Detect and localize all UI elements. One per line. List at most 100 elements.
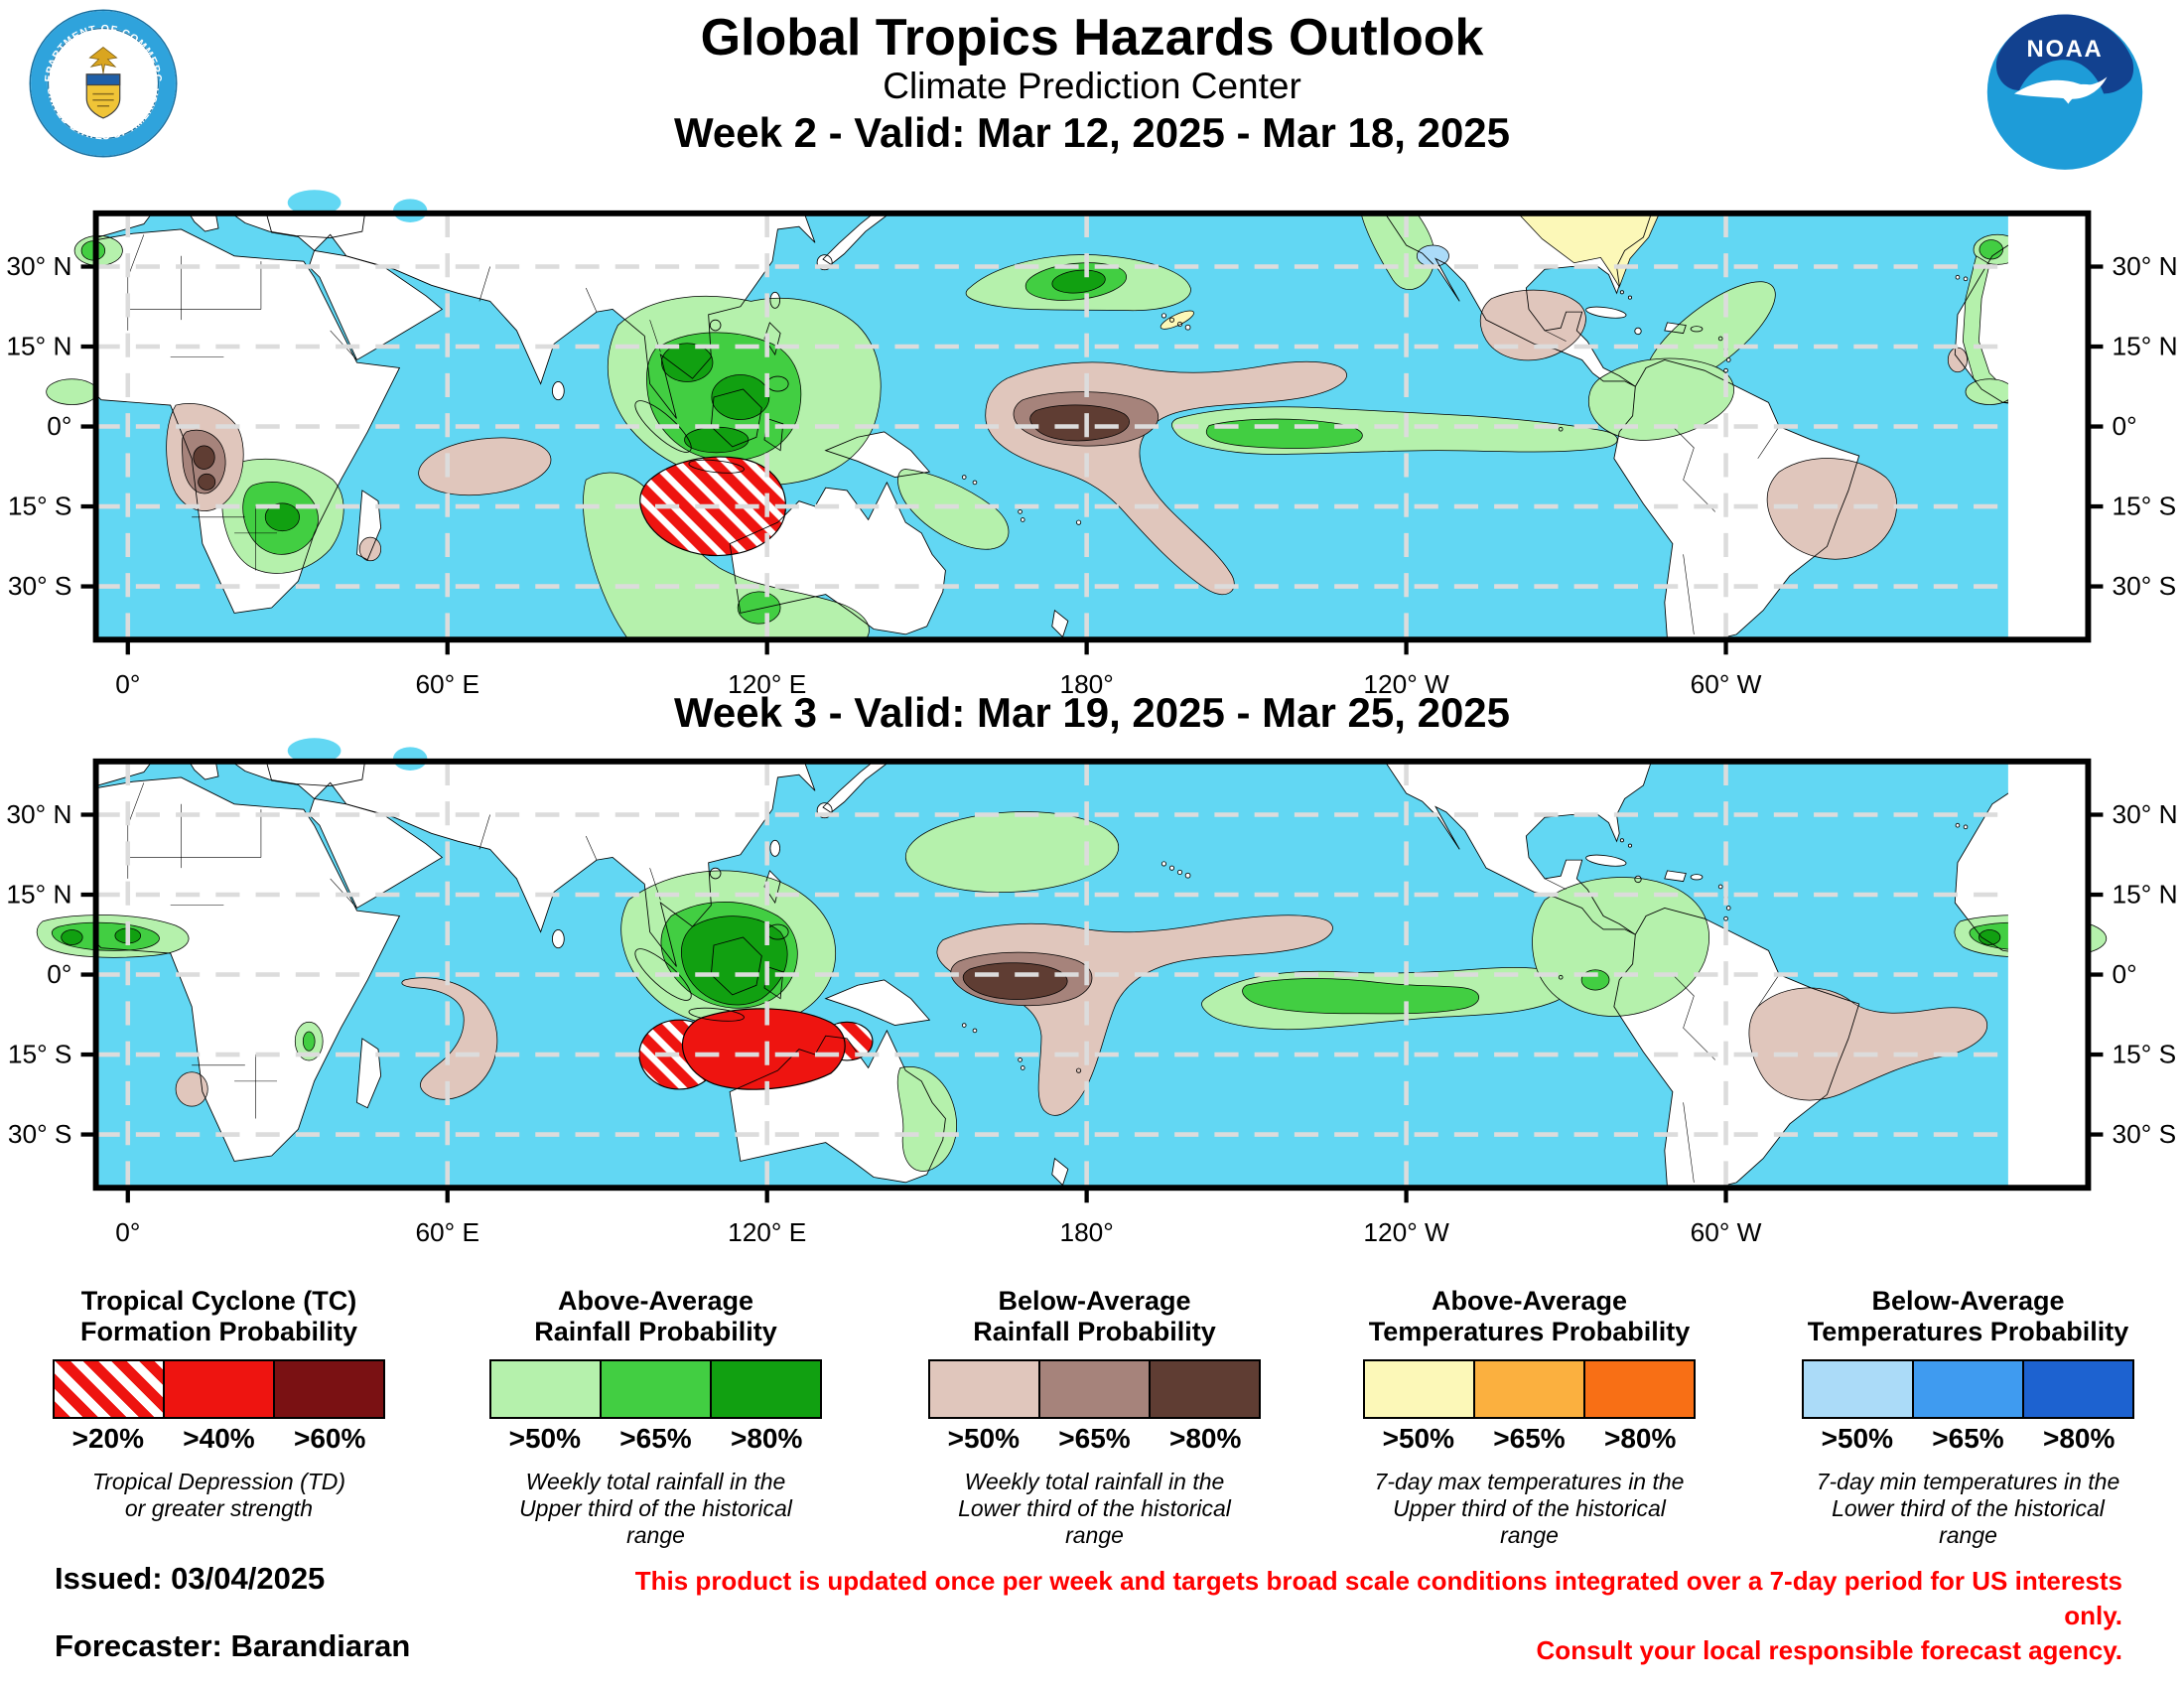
- svg-text:180°: 180°: [1059, 669, 1113, 699]
- legend-colorbar: [1363, 1359, 1696, 1419]
- legend-colorbar: [1802, 1359, 2134, 1419]
- week3-axis-labels: 30° N 15° N 0° 15° S 30° S 30° N 15° N 0…: [6, 799, 2177, 1247]
- legend-colorbar: [928, 1359, 1261, 1419]
- legend-swatch: [1365, 1361, 1475, 1417]
- legend-thresholds: >50% >65% >80%: [1382, 1423, 1677, 1454]
- forecaster-name: Forecaster: Barandiaran: [55, 1628, 411, 1663]
- svg-text:0°: 0°: [47, 959, 71, 989]
- disclaimer-text: This product is updated once per week an…: [633, 1564, 2122, 1668]
- legend-swatch-tc60: [275, 1361, 383, 1417]
- legend-colorbar: [489, 1359, 822, 1419]
- week2-axis-labels: 30° N 15° N 0° 15° S 30° S 30° N 15° N 0…: [6, 251, 2177, 699]
- legend-title-line: Below-Average: [998, 1286, 1191, 1316]
- svg-text:120° W: 120° W: [1363, 669, 1449, 699]
- legend-swatch: [1585, 1361, 1694, 1417]
- week2-heading: Week 2 - Valid: Mar 12, 2025 - Mar 18, 2…: [673, 109, 1511, 156]
- disclaimer-line: Consult your local responsible forecast …: [1536, 1635, 2122, 1665]
- svg-text:30° N: 30° N: [6, 251, 71, 281]
- legend-rain-above: Above-Average Rainfall Probability >50% >6…: [489, 1286, 822, 1549]
- legend-caption: Weekly total rainfall in the Upper third …: [519, 1469, 792, 1548]
- legend-colorbar: [53, 1359, 385, 1419]
- svg-text:0°: 0°: [115, 669, 140, 699]
- legend-rain-below: Below-Average Rainfall Probability >50% >6…: [928, 1286, 1261, 1549]
- svg-text:0°: 0°: [2113, 411, 2137, 441]
- noaa-logo: NOAA: [1986, 14, 2143, 170]
- svg-text:60° E: 60° E: [415, 669, 479, 699]
- page-subtitle: Climate Prediction Center: [883, 66, 1301, 106]
- legend-caption: Tropical Depression (TD) or greater stren…: [91, 1469, 346, 1521]
- legend-caption: Weekly total rainfall in the Lower third …: [958, 1469, 1231, 1548]
- legend-tc-formation: Tropical Cyclone (TC) Formation Probabili…: [53, 1286, 385, 1522]
- svg-text:15° S: 15° S: [2113, 1040, 2177, 1069]
- legend-swatch: [2024, 1361, 2132, 1417]
- legend-swatch: [602, 1361, 712, 1417]
- svg-text:15° S: 15° S: [8, 492, 72, 521]
- week3-data-edge: [2007, 761, 2089, 1189]
- svg-text:0°: 0°: [47, 411, 71, 441]
- week2-map: 30° N 15° N 0° 15° S 30° S 30° N 15° N 0…: [6, 190, 2178, 699]
- legend-title-line: Rainfall Probability: [534, 1317, 777, 1346]
- svg-text:30° S: 30° S: [8, 571, 72, 601]
- legend-caption: 7-day min temperatures in the Lower third…: [1816, 1469, 2120, 1548]
- legend-swatch: [1475, 1361, 1585, 1417]
- w2-rain-below-regions: [166, 289, 1968, 596]
- seal-shield-icon: [85, 73, 121, 119]
- svg-text:120° E: 120° E: [728, 669, 806, 699]
- week2-data-edge: [2007, 212, 2089, 640]
- svg-text:30° N: 30° N: [6, 799, 71, 829]
- week2-ticks: [80, 264, 2104, 655]
- commerce-seal-logo: DEPARTMENT OF COMMERCE UNITED STATES OF …: [28, 8, 178, 158]
- legend-thresholds: >50% >65% >80%: [947, 1423, 1242, 1454]
- legend-swatch: [712, 1361, 820, 1417]
- legend-swatch: [1804, 1361, 1914, 1417]
- svg-text:15° N: 15° N: [2113, 880, 2178, 910]
- week2-gridlines: [95, 212, 2008, 640]
- issued-date: Issued: 03/04/2025: [55, 1561, 326, 1596]
- svg-text:15° N: 15° N: [6, 880, 71, 910]
- svg-text:30° S: 30° S: [2113, 571, 2177, 601]
- legend-title-line: Temperatures Probability: [1807, 1317, 2129, 1346]
- legend-thresholds: >20% >40% >60%: [71, 1423, 366, 1454]
- footer-issued-block: Issued: 03/04/2025 Forecaster: Barandiar…: [55, 1561, 410, 1688]
- svg-text:60° E: 60° E: [415, 1217, 479, 1247]
- legend-title-line: Temperatures Probability: [1368, 1317, 1691, 1346]
- svg-text:180°: 180°: [1059, 1217, 1113, 1247]
- svg-text:15° N: 15° N: [2113, 332, 2178, 361]
- legend-title-line: Below-Average: [1871, 1286, 2065, 1316]
- legend-temp-below: Below-Average Temperatures Probability >5…: [1802, 1286, 2134, 1549]
- legend-thresholds: >50% >65% >80%: [1821, 1423, 2116, 1454]
- seal-eagle-icon: [88, 47, 118, 74]
- svg-text:15° S: 15° S: [8, 1040, 72, 1069]
- disclaimer-line: This product is updated once per week an…: [634, 1566, 2122, 1630]
- svg-text:30° S: 30° S: [8, 1119, 72, 1149]
- week3-map: 30° N 15° N 0° 15° S 30° S 30° N 15° N 0…: [6, 738, 2178, 1247]
- w3-tc-regions: [638, 1008, 874, 1090]
- legend-title-line: Rainfall Probability: [973, 1317, 1216, 1346]
- page-title: Global Tropics Hazards Outlook: [700, 9, 1484, 67]
- legend-swatch: [491, 1361, 602, 1417]
- legend-title-line: Formation Probability: [79, 1317, 358, 1346]
- black-sea: [287, 738, 341, 764]
- svg-text:15° N: 15° N: [6, 332, 71, 361]
- legend-swatch-tc20: [55, 1361, 165, 1417]
- week3-ticks: [80, 812, 2104, 1203]
- svg-text:60° W: 60° W: [1691, 669, 1762, 699]
- legend-title-line: Tropical Cyclone (TC): [80, 1286, 357, 1316]
- legend-swatch: [930, 1361, 1040, 1417]
- week3-gridlines: [95, 761, 2008, 1189]
- legend-temp-above: Above-Average Temperatures Probability >5…: [1363, 1286, 1696, 1549]
- w3-rain-below-regions: [175, 914, 1987, 1116]
- svg-text:30° N: 30° N: [2113, 251, 2178, 281]
- svg-text:120° E: 120° E: [728, 1217, 806, 1247]
- legend-swatch: [1914, 1361, 2024, 1417]
- svg-text:0°: 0°: [115, 1217, 140, 1247]
- svg-text:0°: 0°: [2113, 959, 2137, 989]
- svg-text:30° S: 30° S: [2113, 1119, 2177, 1149]
- black-sea: [287, 190, 341, 215]
- week2-hazard-regions: [46, 212, 2022, 640]
- svg-text:120° W: 120° W: [1363, 1217, 1449, 1247]
- legend-swatch: [1040, 1361, 1151, 1417]
- legend-thresholds: >50% >65% >80%: [508, 1423, 803, 1454]
- svg-text:15° S: 15° S: [2113, 492, 2177, 521]
